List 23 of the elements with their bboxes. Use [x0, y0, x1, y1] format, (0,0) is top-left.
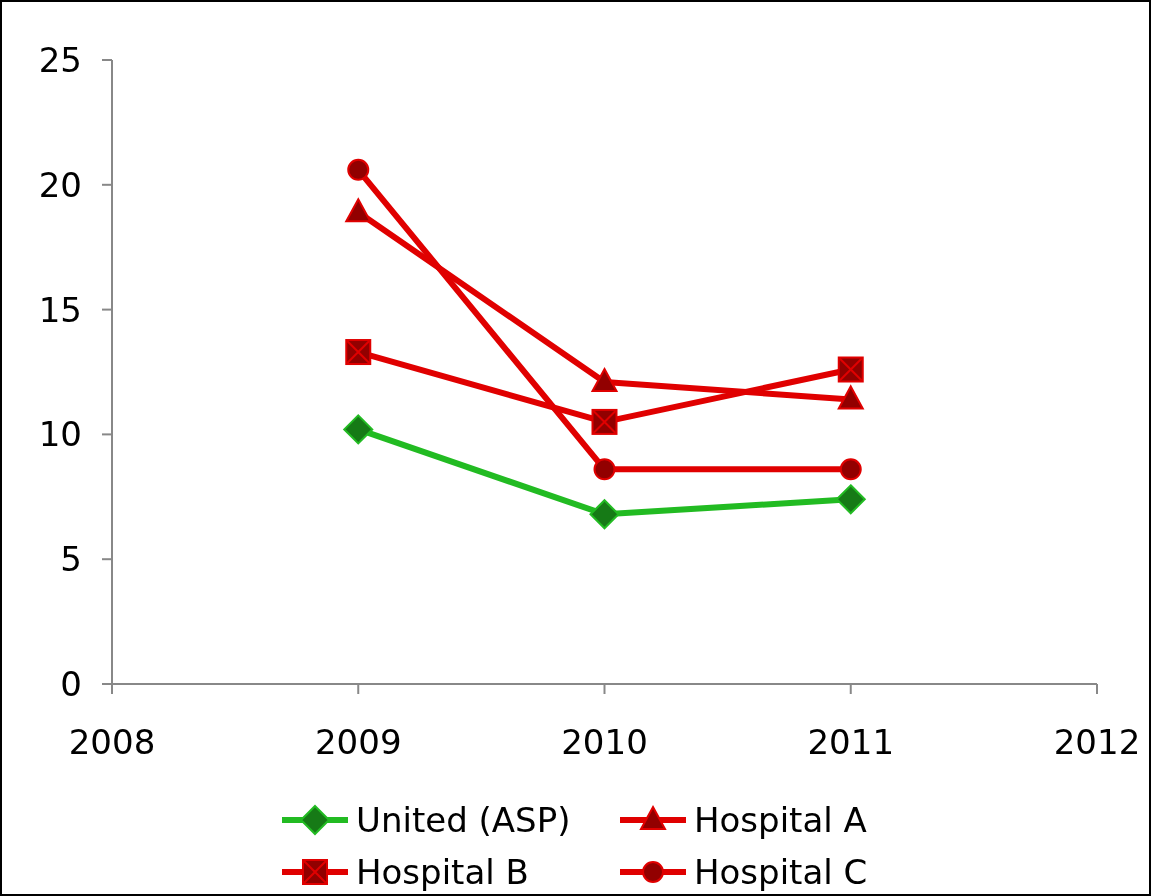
legend-label: Hospital B — [356, 852, 529, 892]
point — [347, 158, 370, 181]
y-tick-label: 5 — [60, 539, 82, 580]
y-tick-label: 15 — [38, 289, 82, 330]
legend-label: Hospital C — [694, 852, 868, 892]
point — [835, 484, 866, 515]
point — [589, 499, 620, 530]
legend-label: Hospital A — [694, 800, 867, 840]
y-tick-label: 0 — [60, 664, 82, 704]
x-tick-label: 2012 — [1053, 722, 1141, 762]
y-tick-label: 25 — [38, 40, 82, 80]
point — [837, 385, 864, 410]
y-tick-label: 20 — [38, 164, 82, 205]
x-tick-label: 2010 — [561, 722, 648, 762]
point — [343, 414, 374, 445]
point — [839, 458, 862, 481]
y-tick-label: 10 — [38, 414, 82, 455]
x-tick-label: 2009 — [314, 722, 402, 762]
x-tick-label: 2011 — [807, 722, 895, 762]
legend-label: United (ASP) — [356, 800, 571, 840]
point — [593, 458, 616, 481]
x-tick-label: 2008 — [68, 722, 156, 762]
point — [345, 198, 372, 223]
